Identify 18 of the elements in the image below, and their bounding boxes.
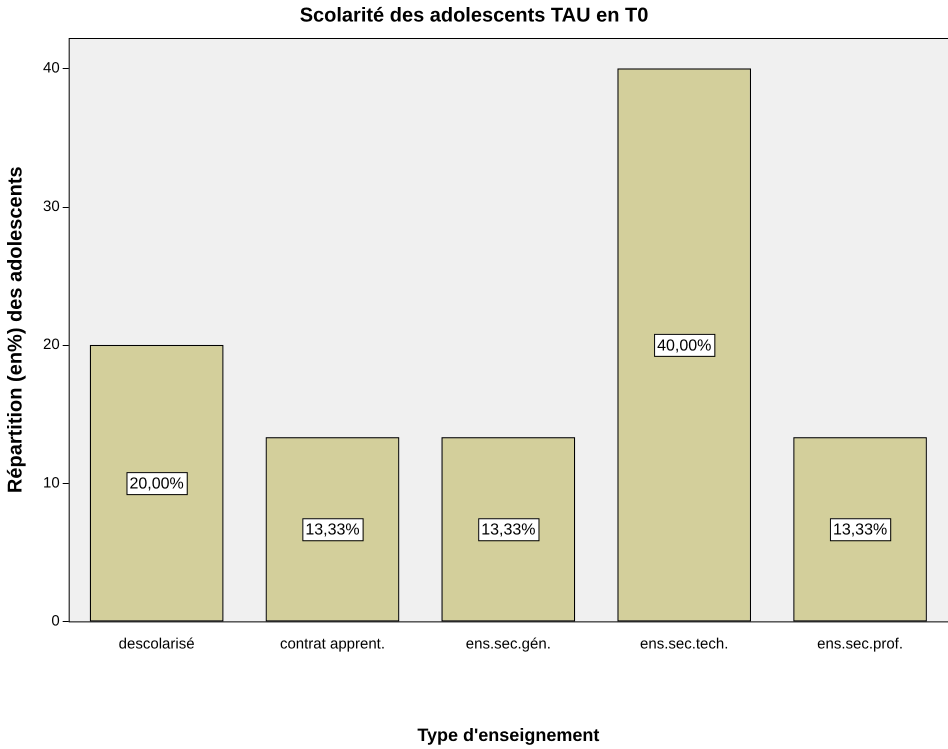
data-label: 40,00% [657,337,712,354]
data-label: 13,33% [832,522,888,539]
x-tick-label: contrat apprent. [280,636,386,653]
chart-title: Scolarité des adolescents TAU en T0 [300,4,648,27]
y-tick-label: 30 [42,198,60,215]
x-axis-title: Type d'enseignement [417,725,600,746]
y-tick-label: 40 [42,60,60,77]
data-label: 13,33% [481,522,536,539]
y-tick-label: 10 [42,474,60,492]
data-label: 13,33% [305,522,360,539]
x-tick-label: descolarisé [118,636,195,653]
y-tick-label: 20 [42,336,60,354]
x-tick-label: ens.sec.prof. [817,636,904,653]
x-tick-label: ens.sec.gén. [466,636,551,653]
x-tick-label: ens.sec.tech. [640,636,728,653]
y-axis-title: Répartition (en%) des adolescents [4,166,27,494]
data-label: 20,00% [129,476,184,493]
y-tick-label: 0 [51,612,60,630]
